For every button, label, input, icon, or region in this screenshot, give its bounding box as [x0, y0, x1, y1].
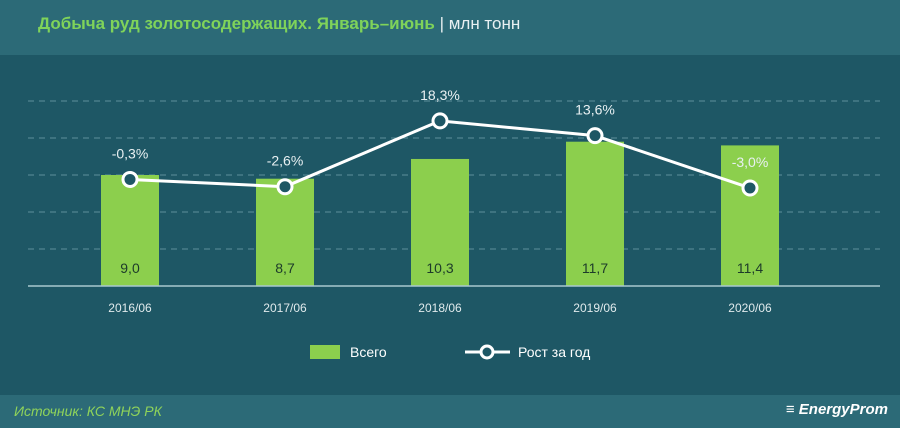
legend-bar-swatch: [310, 345, 340, 359]
growth-point: [121, 170, 139, 188]
legend-bar-label: Всего: [350, 344, 387, 360]
growth-label: -2,6%: [267, 153, 304, 169]
bar-value-label: 11,4: [737, 260, 763, 276]
growth-point: [741, 179, 759, 197]
x-tick-label: 2017/06: [263, 301, 307, 315]
x-tick-label: 2020/06: [728, 301, 772, 315]
growth-label: -3,0%: [732, 154, 769, 170]
bar: [101, 175, 159, 286]
chart-title: Добыча руд золотосодержащих. Январь–июнь…: [38, 14, 520, 34]
growth-point: [431, 112, 449, 130]
growth-label: 18,3%: [420, 87, 460, 103]
x-tick-label: 2016/06: [108, 301, 152, 315]
bar-value-label: 10,3: [426, 260, 453, 276]
bar: [411, 158, 469, 286]
x-tick-label: 2019/06: [573, 301, 617, 315]
growth-point: [276, 178, 294, 196]
growth-label: -0,3%: [112, 145, 149, 161]
growth-label: 13,6%: [575, 102, 615, 118]
logo-text: EnergyProm: [798, 401, 888, 418]
footer: Источник: КС МНЭ РК ≡ EnergyProm: [0, 395, 900, 428]
bar: [566, 141, 624, 286]
energyprom-logo: ≡ EnergyProm: [785, 401, 888, 418]
growth-point: [586, 127, 604, 145]
bar: [721, 145, 779, 286]
bar: [256, 178, 314, 286]
header: Добыча руд золотосодержащих. Январь–июнь…: [0, 0, 900, 55]
unit-label: | млн тонн: [439, 14, 521, 33]
bar-value-label: 9,0: [120, 260, 140, 276]
legend-line-label: Рост за год: [518, 344, 590, 360]
bar-value-label: 8,7: [275, 260, 295, 276]
bar-value-label: 11,7: [582, 260, 608, 276]
source-note: Источник: КС МНЭ РК: [14, 403, 162, 419]
x-tick-label: 2018/06: [418, 301, 462, 315]
legend-line-marker: [479, 344, 495, 360]
title-text: Добыча руд золотосодержащих. Январь–июнь: [38, 14, 435, 33]
